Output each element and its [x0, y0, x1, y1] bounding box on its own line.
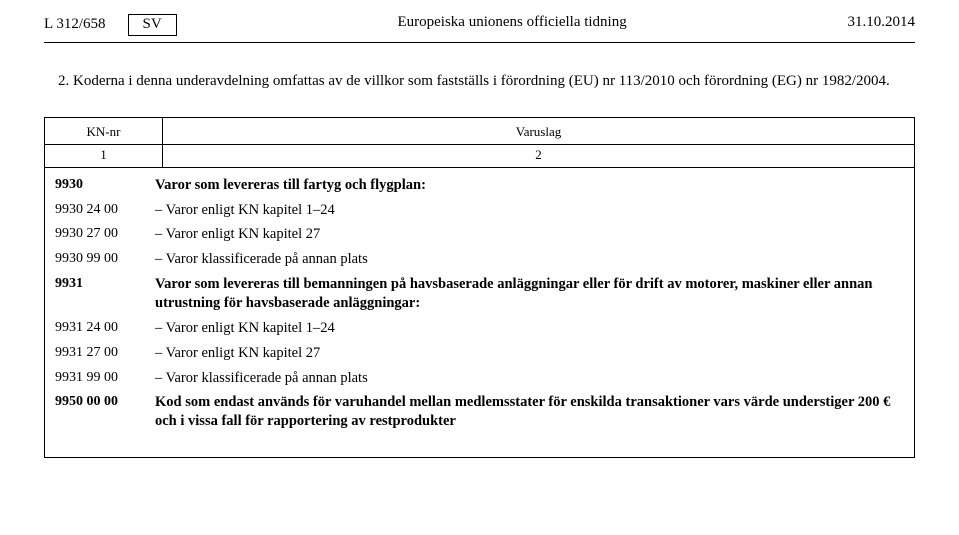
kn-table: KN-nr Varuslag 1 2 9930Varor som leverer… — [44, 117, 915, 458]
page-container: L 312/658 SV Europeiska unionens officie… — [0, 0, 959, 458]
kn-description: Varor enligt KN kapitel 1–24 — [155, 319, 904, 338]
header-date: 31.10.2014 — [847, 14, 915, 31]
table-row: 9931 24 00Varor enligt KN kapitel 1–24 — [55, 319, 904, 338]
page-header: L 312/658 SV Europeiska unionens officie… — [44, 14, 915, 36]
kn-description: Varor som levereras till bemanningen på … — [155, 275, 904, 313]
kn-code: 9931 — [55, 275, 155, 292]
kn-code: 9950 00 00 — [55, 393, 155, 410]
table-row: 9931 99 00Varor klassificerade på annan … — [55, 369, 904, 388]
table-row: 9930 24 00Varor enligt KN kapitel 1–24 — [55, 201, 904, 220]
th-kn: KN-nr — [45, 117, 163, 144]
table-row: 9930Varor som levereras till fartyg och … — [55, 176, 904, 195]
th-varuslag: Varuslag — [163, 117, 915, 144]
kn-description: Varor enligt KN kapitel 1–24 — [155, 201, 904, 220]
kn-description: Varor som levereras till fartyg och flyg… — [155, 176, 904, 195]
colnum-1: 1 — [45, 144, 163, 167]
kn-description: Varor klassificerade på annan plats — [155, 250, 904, 269]
colnum-2: 2 — [163, 144, 915, 167]
table-header-row: KN-nr Varuslag — [45, 117, 915, 144]
kn-code: 9931 27 00 — [55, 344, 155, 361]
language-box: SV — [128, 14, 177, 36]
journal-title: Europeiska unionens officiella tidning — [397, 14, 626, 31]
table-row: 9930 27 00Varor enligt KN kapitel 27 — [55, 225, 904, 244]
page-reference: L 312/658 — [44, 16, 106, 33]
table-row: 9950 00 00Kod som endast används för var… — [55, 393, 904, 431]
kn-code: 9931 99 00 — [55, 369, 155, 386]
kn-description: Varor klassificerade på annan plats — [155, 369, 904, 388]
kn-code: 9930 27 00 — [55, 225, 155, 242]
header-left: L 312/658 SV — [44, 14, 177, 36]
kn-description: Kod som endast används för varuhandel me… — [155, 393, 904, 431]
header-divider — [44, 42, 915, 43]
table-body-cell: 9930Varor som levereras till fartyg och … — [45, 167, 915, 457]
kn-code: 9931 24 00 — [55, 319, 155, 336]
kn-description: Varor enligt KN kapitel 27 — [155, 344, 904, 363]
table-body-row: 9930Varor som levereras till fartyg och … — [45, 167, 915, 457]
kn-code: 9930 99 00 — [55, 250, 155, 267]
kn-code: 9930 — [55, 176, 155, 193]
kn-description: Varor enligt KN kapitel 27 — [155, 225, 904, 244]
table-row: 9931Varor som levereras till bemanningen… — [55, 275, 904, 313]
intro-paragraph: 2. Koderna i denna underavdelning omfatt… — [44, 71, 915, 91]
table-row: 9930 99 00Varor klassificerade på annan … — [55, 250, 904, 269]
kn-code: 9930 24 00 — [55, 201, 155, 218]
table-number-row: 1 2 — [45, 144, 915, 167]
table-row: 9931 27 00Varor enligt KN kapitel 27 — [55, 344, 904, 363]
